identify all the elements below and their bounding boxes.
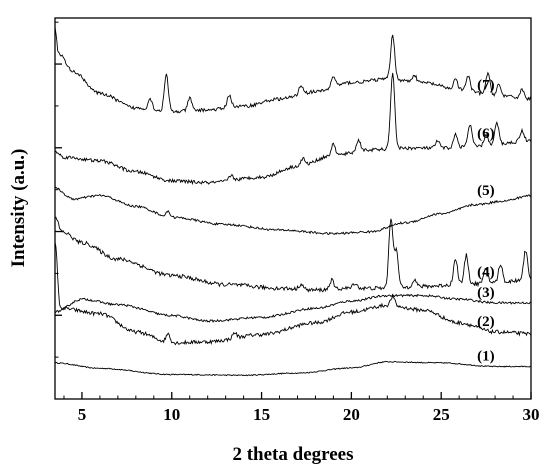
- x-tick-label: 20: [343, 405, 360, 424]
- x-tick-label: 30: [523, 405, 540, 424]
- x-tick-label: 25: [433, 405, 450, 424]
- series-layer: [54, 26, 532, 377]
- series-line: [54, 216, 532, 293]
- x-axis-title: 2 theta degrees: [232, 444, 353, 465]
- series-label: (3): [477, 285, 495, 301]
- series-label: (1): [477, 349, 495, 365]
- y-axis-title: Intensity (a.u.): [8, 149, 29, 268]
- series-label: (7): [477, 78, 495, 94]
- series-line: [54, 293, 532, 323]
- plot-frame: [54, 17, 532, 400]
- x-tick-label: 10: [163, 405, 180, 424]
- series-label: (5): [477, 183, 495, 199]
- y-axis: [55, 21, 62, 358]
- series-line: [54, 242, 532, 346]
- series-line: [54, 26, 532, 114]
- series-line: [54, 360, 532, 377]
- series-label: (6): [477, 126, 495, 142]
- x-tick-label: 15: [253, 405, 270, 424]
- series-label: (4): [477, 264, 495, 280]
- series-label-layer: (1) (2) (3) (4) (5) (6) (7): [477, 78, 495, 365]
- x-axis: 5 10 15 20 25 30: [63, 392, 540, 424]
- series-line: [54, 72, 532, 186]
- series-label: (2): [477, 314, 495, 330]
- x-tick-label: 5: [78, 405, 87, 424]
- series-line: [54, 186, 532, 236]
